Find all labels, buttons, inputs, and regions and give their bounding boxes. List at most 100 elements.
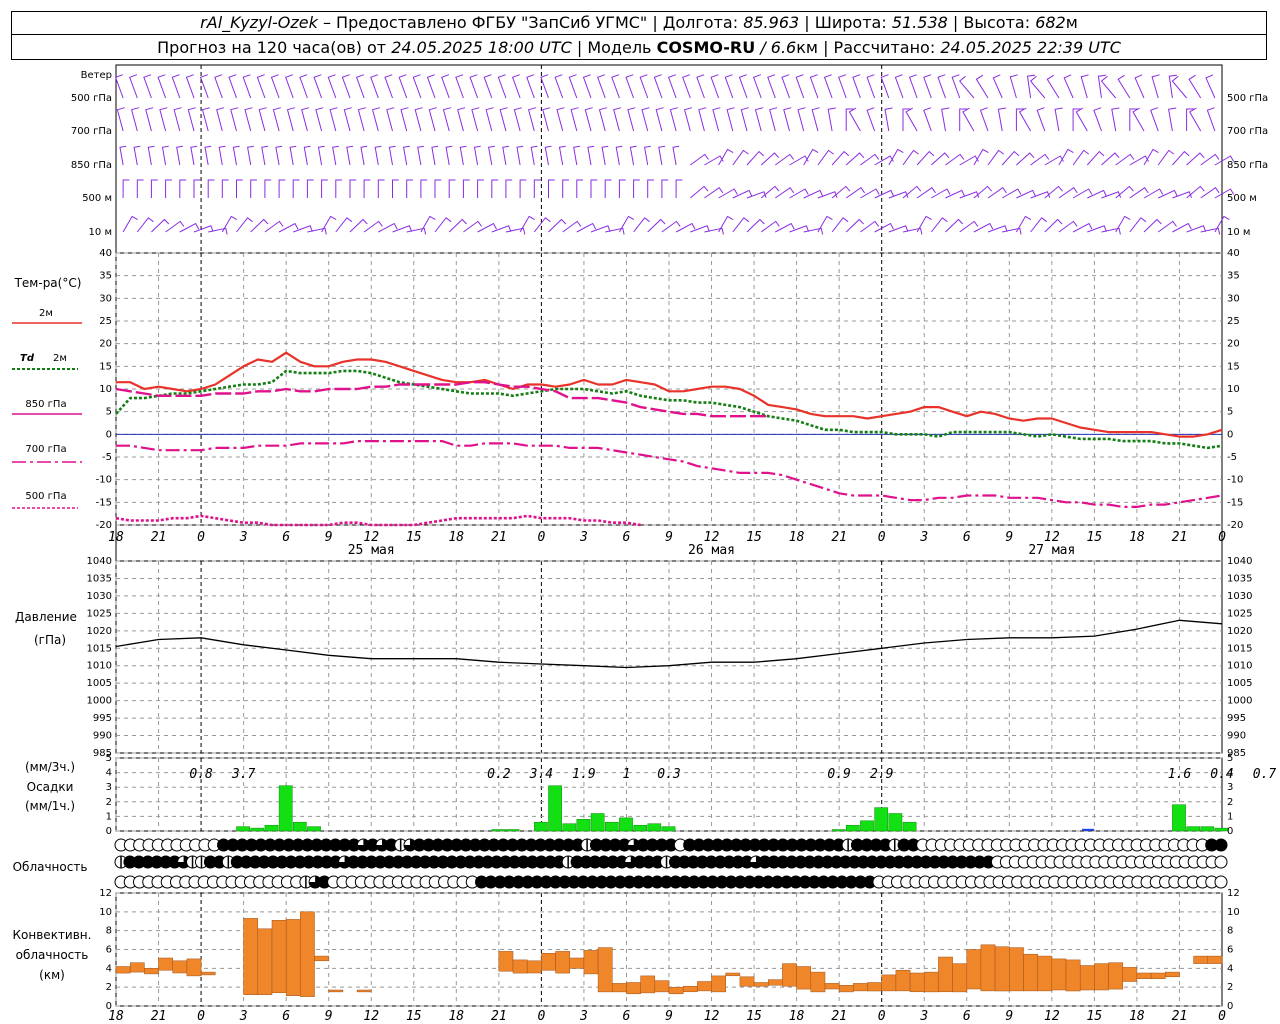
wind-barb: [973, 185, 992, 199]
wind-barb: [306, 179, 314, 198]
wind-barb: [1200, 227, 1221, 235]
wind-barb: [625, 74, 635, 99]
conv-bar: [682, 985, 698, 993]
press-ytick-left: 995: [93, 713, 112, 724]
precip-total-label: 1: [623, 767, 631, 782]
hour-label-bottom: 6: [963, 1009, 971, 1024]
temp-title: Тем-ра(°С): [14, 276, 82, 290]
precip-bar: [292, 821, 307, 832]
wind-barb: [236, 217, 253, 233]
wind-barb: [945, 153, 965, 166]
wind-barb: [1172, 191, 1192, 199]
hour-label-bottom: 18: [108, 1009, 124, 1024]
conv-bar: [186, 958, 202, 977]
wind-barb: [845, 108, 854, 131]
hour-label-top: 6: [623, 530, 631, 545]
wind-barb: [250, 179, 257, 198]
temp-ytick-left: 35: [99, 271, 112, 282]
conv-ytick-right: 12: [1227, 888, 1240, 899]
wind-barb: [874, 222, 894, 233]
model-name: COSMO-RU: [656, 38, 756, 57]
wind-barb: [1080, 74, 1089, 99]
wind-barb: [738, 74, 748, 99]
legend-850: 850 гПа: [25, 399, 66, 410]
wind-barb: [150, 179, 158, 198]
wind-barb: [431, 145, 439, 166]
wind-barb: [823, 74, 833, 99]
wind-barb: [459, 145, 467, 166]
wind-barb: [187, 107, 196, 132]
wind-barb: [789, 225, 810, 233]
wind-barb: [343, 107, 352, 132]
wind-barb: [746, 150, 765, 166]
conv-bar: [328, 989, 344, 993]
precip-bar: [845, 824, 860, 832]
wind-barb: [301, 107, 310, 132]
wind-barb: [1186, 185, 1205, 199]
wind-barb: [207, 179, 215, 198]
wind-barb: [562, 179, 569, 198]
wind-barb: [1015, 108, 1025, 131]
cloud-symbol: [177, 855, 191, 869]
conv-ytick-right: 2: [1227, 982, 1233, 993]
press-ytick-right: 1040: [1227, 556, 1252, 567]
wind-barb: [587, 145, 595, 166]
wind-barb: [746, 218, 765, 233]
wind-barb: [414, 107, 423, 132]
wind-barb: [746, 191, 767, 199]
precip-bar: [548, 785, 562, 832]
header-line-1: rAl_Kyzyl-Ozek – Предоставлено ФГБУ "Зап…: [11, 11, 1267, 35]
wind-barb: [1087, 225, 1107, 233]
wind-barb: [1044, 185, 1063, 199]
press-ytick-right: 1000: [1227, 696, 1252, 707]
wind-barb: [278, 222, 299, 233]
legend-700: 700 гПа: [25, 444, 66, 455]
wind-barb: [335, 217, 353, 233]
wind-barb: [1188, 74, 1202, 99]
wind-barb: [1018, 107, 1032, 132]
wind-barb: [161, 145, 169, 166]
precip-bar: [1214, 827, 1229, 832]
wind-barb: [1002, 227, 1022, 235]
wind-barb: [675, 179, 683, 198]
hour-label-bottom: 21: [1172, 1009, 1188, 1024]
conv-bar: [711, 975, 726, 993]
wind-barb: [754, 107, 764, 132]
wind-barb: [130, 107, 140, 132]
wind-barb: [1186, 152, 1205, 166]
conv-bar: [257, 928, 273, 995]
precip-bar: [604, 821, 619, 832]
wind-barb: [157, 74, 167, 99]
wind-barb: [1150, 107, 1159, 132]
wind-barb: [455, 74, 464, 99]
wind-barb: [428, 107, 437, 132]
wind-barb: [473, 145, 481, 166]
wind-barb: [704, 227, 724, 235]
wind-barb: [1189, 107, 1202, 132]
wind-barb: [1097, 74, 1107, 99]
wind-barb: [286, 107, 296, 132]
press-ytick-right: 995: [1227, 713, 1246, 724]
cloud-symbol: [580, 838, 594, 852]
wind-barb: [371, 107, 381, 132]
hour-label-top: 0: [197, 530, 205, 545]
precip-total-label: 3.7: [231, 767, 256, 782]
wind-barb: [321, 215, 337, 233]
wind-barb: [122, 179, 130, 198]
wind-barb: [568, 74, 578, 99]
wind-barb: [400, 107, 409, 132]
wind-barb: [250, 218, 269, 233]
wind-barb: [357, 107, 366, 132]
conv-bar: [356, 989, 372, 993]
wind-level-left: 10 м: [89, 227, 112, 238]
wind-barb: [519, 179, 527, 198]
cloud-symbols: [114, 838, 1228, 889]
wind-barb: [817, 191, 838, 199]
wind-barb: [406, 179, 413, 198]
wind-barb: [992, 74, 1003, 99]
wind-barb: [641, 107, 650, 132]
conv-bar: [115, 966, 131, 974]
wind-barb: [292, 179, 300, 198]
conv-bar: [243, 918, 259, 995]
wind-barb: [1063, 74, 1074, 99]
